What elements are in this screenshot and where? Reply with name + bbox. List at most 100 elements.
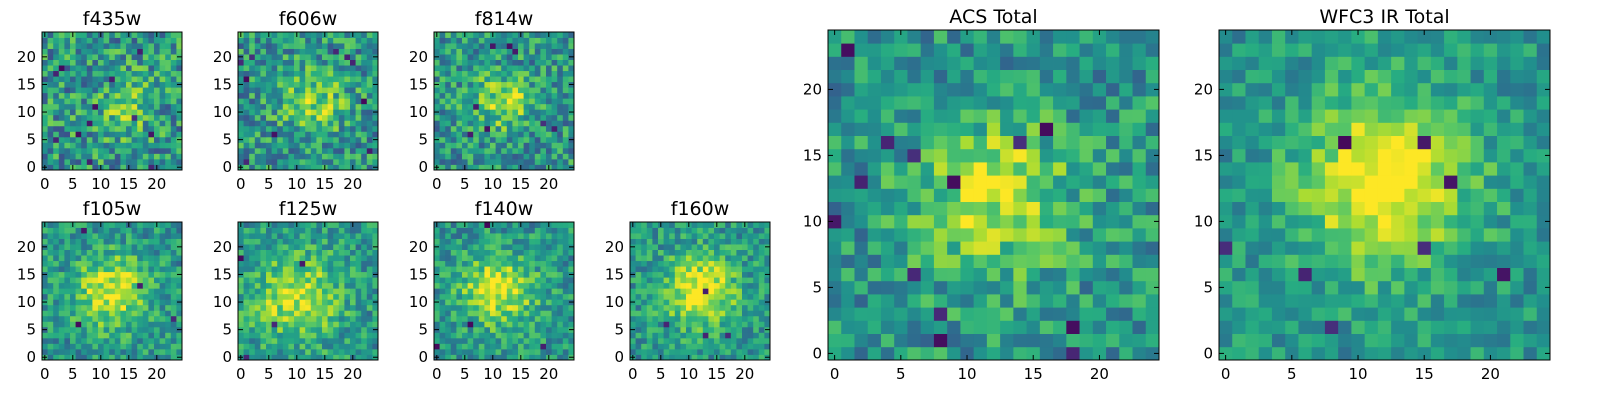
pixel-cell [316,120,323,127]
pixel-cell [238,43,244,49]
pixel-cell [434,92,440,99]
pixel-cell [686,249,692,256]
pixel-cell [271,348,278,355]
pixel-cell [266,54,272,60]
pixel-cell [53,255,60,262]
pixel-cell [131,54,138,60]
pixel-cell [148,54,155,60]
pixel-cell [238,120,244,127]
pixel-cell [333,282,340,289]
pixel-cell [338,136,345,143]
pixel-cell [674,337,681,344]
pixel-cell [338,282,345,289]
pixel-cell [266,255,272,262]
pixel-cell [568,348,575,355]
y-tick-label: 0 [26,158,36,176]
pixel-cell [327,70,334,77]
pixel-cell [75,288,82,295]
pixel-cell [338,65,345,72]
pixel-cell [120,315,127,322]
pixel-cell [355,288,362,295]
pixel-cell [562,304,569,311]
pixel-cell [58,315,65,322]
pixel-cell [282,125,289,132]
pixel-cell [299,326,306,333]
pixel-cell [170,277,177,284]
pixel-cell [288,233,295,239]
pixel-cell [506,244,513,250]
pixel-cell [534,43,541,49]
pixel-cell [686,337,692,344]
pixel-cell [518,147,524,154]
pixel-cell [674,315,681,322]
pixel-cell [490,142,496,149]
pixel-cell [120,277,127,284]
pixel-cell [361,271,368,278]
pixel-cell [266,277,272,284]
pixel-cell [506,271,513,278]
pixel-cell [75,326,82,333]
pixel-cell [534,120,541,127]
x-tick-label: 10 [287,365,306,383]
pixel-cell [646,343,653,350]
pixel-cell [501,54,508,60]
pixel-cell [299,114,306,121]
pixel-cell [327,233,334,239]
pixel-cell [456,59,463,66]
y-tick-label: 15 [17,265,36,283]
pixel-cell [42,92,48,99]
pixel-cell [439,54,446,60]
pixel-cell [680,293,687,300]
pixel-cell [277,98,284,105]
pixel-cell [350,348,356,355]
pixel-cell [1079,267,1094,282]
pixel-cell [663,266,670,273]
pixel-cell [506,81,513,88]
pixel-cell [646,337,653,344]
pixel-cell [282,131,289,138]
pixel-cell [568,76,575,83]
pixel-cell [456,164,463,171]
pixel-cell [53,337,60,344]
pixel-cell [534,282,541,289]
pixel-cell [142,326,149,333]
pixel-cell [1013,307,1027,321]
pixel-cell [322,81,328,88]
pixel-cell [58,70,65,77]
pixel-cell [753,326,760,333]
pixel-cell [316,37,323,44]
pixel-cell [355,227,362,234]
pixel-cell [254,277,261,284]
pixel-cell [495,238,502,245]
pixel-cell [764,249,771,256]
pixel-cell [686,321,692,328]
pixel-cell [322,238,328,245]
pixel-cell [126,332,132,339]
pixel-cell [338,125,345,132]
pixel-cell [47,266,54,273]
pixel-cell [137,315,144,322]
pixel-cell [137,244,144,250]
pixel-cell [98,343,104,350]
pixel-cell [501,293,508,300]
pixel-cell [562,125,569,132]
pixel-cell [551,299,558,306]
pixel-cell [512,321,519,328]
pixel-cell [114,65,121,72]
pixel-cell [344,43,351,49]
pixel-cell [450,158,457,165]
pixel-cell [630,266,636,273]
pixel-cell [372,92,379,99]
pixel-cell [764,304,771,311]
pixel-cell [305,65,312,72]
pixel-cell [478,59,485,66]
pixel-cell [176,98,183,105]
pixel-cell [933,148,948,163]
pixel-cell [652,304,659,311]
pixel-cell [512,326,519,333]
pixel-cell [658,332,664,339]
pixel-cell [867,241,882,255]
pixel-cell [490,65,496,72]
pixel-cell [462,238,468,245]
pixel-cell [114,48,121,55]
